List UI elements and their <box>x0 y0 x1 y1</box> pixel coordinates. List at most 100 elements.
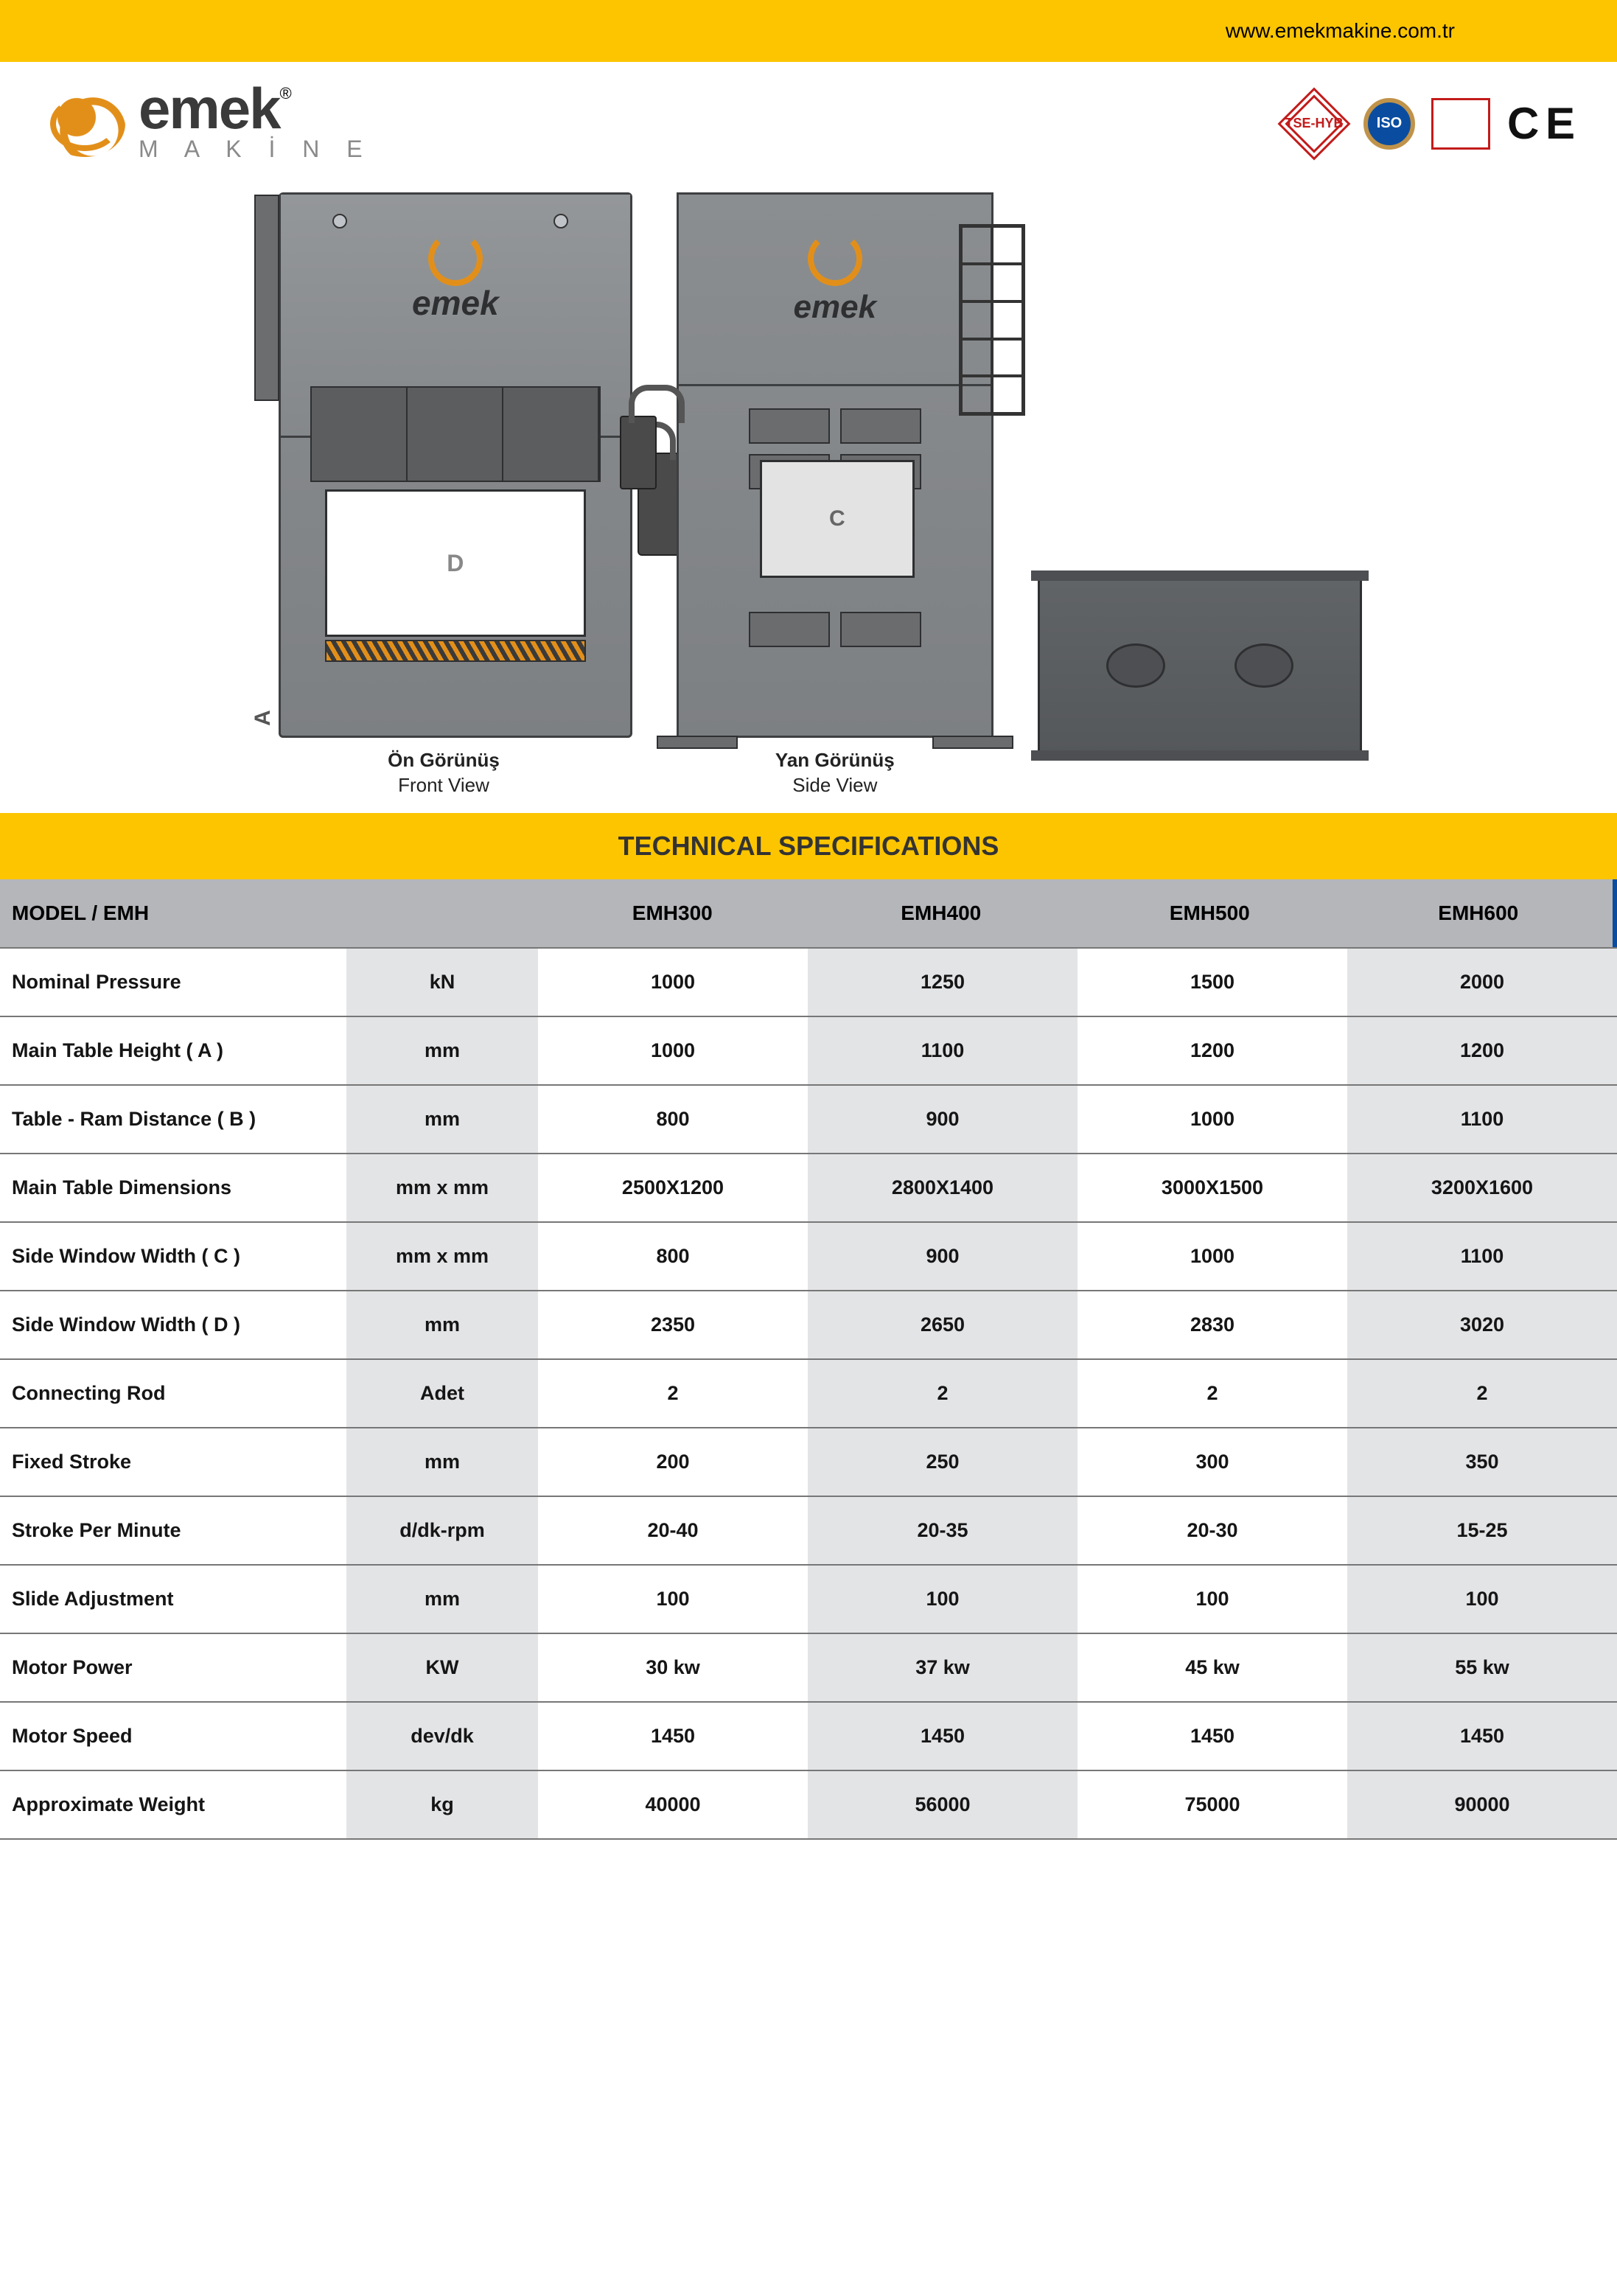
header-model-3: EMH600 <box>1344 901 1613 925</box>
spec-value: 75000 <box>1078 1770 1347 1839</box>
spec-value: 1450 <box>538 1702 808 1770</box>
table-row: Main Table Dimensionsmm x mm2500X1200280… <box>0 1154 1617 1222</box>
spec-value: 2650 <box>808 1291 1078 1359</box>
spec-unit: mm <box>346 1565 538 1633</box>
spec-label: Main Table Height ( A ) <box>0 1016 346 1085</box>
table-row: Stroke Per Minuted/dk-rpm20-4020-3520-30… <box>0 1496 1617 1565</box>
table-row: Table - Ram Distance ( B )mm800900100011… <box>0 1085 1617 1154</box>
spec-value: 2 <box>808 1359 1078 1428</box>
spec-value: 55 kw <box>1347 1633 1617 1702</box>
spec-value: 20-40 <box>538 1496 808 1565</box>
header-model-label: MODEL / EMH <box>0 901 346 925</box>
turkak-badge-icon <box>1431 98 1490 150</box>
table-row: Nominal PressurekN1000125015002000 <box>0 948 1617 1016</box>
spec-value: 37 kw <box>808 1633 1078 1702</box>
spec-unit: kg <box>346 1770 538 1839</box>
dim-d-label: D <box>325 489 586 637</box>
table-row: Approximate Weightkg40000560007500090000 <box>0 1770 1617 1839</box>
spec-unit: mm <box>346 1085 538 1154</box>
side-view-diagram: emek C <box>677 192 993 738</box>
control-pendant-icon <box>620 416 657 489</box>
registered-mark: ® <box>280 84 292 102</box>
spec-label: Stroke Per Minute <box>0 1496 346 1565</box>
spec-value: 1000 <box>538 1016 808 1085</box>
top-view-column <box>1038 577 1362 798</box>
spec-value: 20-35 <box>808 1496 1078 1565</box>
spec-value: 2500X1200 <box>538 1154 808 1222</box>
spec-value: 2800X1400 <box>808 1154 1078 1222</box>
spec-value: 20-30 <box>1078 1496 1347 1565</box>
spec-value: 45 kw <box>1078 1633 1347 1702</box>
spec-value: 1100 <box>1347 1222 1617 1291</box>
brand-subtitle: M A K İ N E <box>139 136 373 163</box>
spec-label: Table - Ram Distance ( B ) <box>0 1085 346 1154</box>
spec-value: 100 <box>1347 1565 1617 1633</box>
front-view-diagram: emek D <box>279 192 632 738</box>
table-row: Motor PowerKW30 kw37 kw45 kw55 kw <box>0 1633 1617 1702</box>
spec-label: Motor Power <box>0 1633 346 1702</box>
top-bar: www.emekmakine.com.tr <box>0 0 1617 62</box>
top-view-diagram <box>1038 577 1362 754</box>
spec-unit: mm <box>346 1428 538 1496</box>
spec-label: Nominal Pressure <box>0 948 346 1016</box>
spec-unit: mm x mm <box>346 1154 538 1222</box>
spec-value: 1000 <box>538 948 808 1016</box>
iso-badge-icon: ISO <box>1363 98 1415 150</box>
section-title: TECHNICAL SPECIFICATIONS <box>0 813 1617 879</box>
spec-value: 1200 <box>1078 1016 1347 1085</box>
tse-badge-icon: TSE-HYB <box>1281 98 1347 150</box>
spec-value: 1200 <box>1347 1016 1617 1085</box>
spec-value: 15-25 <box>1347 1496 1617 1565</box>
spec-unit: kN <box>346 948 538 1016</box>
spec-value: 2 <box>538 1359 808 1428</box>
table-row: Slide Adjustmentmm100100100100 <box>0 1565 1617 1633</box>
certifications: TSE-HYB ISO C E <box>1281 98 1573 150</box>
header-unit-blank <box>346 901 538 925</box>
views-row: B A emek D Ön Görünüş Front View <box>0 170 1617 813</box>
spec-label: Main Table Dimensions <box>0 1154 346 1222</box>
spec-value: 800 <box>538 1085 808 1154</box>
table-header-row: MODEL / EMH EMH300 EMH400 EMH500 EMH600 <box>0 879 1617 947</box>
spec-value: 40000 <box>538 1770 808 1839</box>
spec-unit: dev/dk <box>346 1702 538 1770</box>
spec-value: 2 <box>1347 1359 1617 1428</box>
swirl-icon <box>44 91 125 157</box>
spec-value: 1000 <box>1078 1085 1347 1154</box>
spec-unit: mm <box>346 1291 538 1359</box>
brand-name: emek <box>139 76 280 141</box>
header-model-0: EMH300 <box>538 901 807 925</box>
header-model-2: EMH500 <box>1075 901 1344 925</box>
side-view-column: emek C Yan Görünüş Side View <box>677 192 993 798</box>
machine-swirl-icon <box>428 231 483 286</box>
spec-value: 1500 <box>1078 948 1347 1016</box>
specs-table: Nominal PressurekN1000125015002000Main T… <box>0 947 1617 1840</box>
table-row: Main Table Height ( A )mm100011001200120… <box>0 1016 1617 1085</box>
spec-value: 2830 <box>1078 1291 1347 1359</box>
table-row: Side Window Width ( C )mm x mm8009001000… <box>0 1222 1617 1291</box>
spec-value: 350 <box>1347 1428 1617 1496</box>
front-view-caption: Ön Görünüş Front View <box>388 748 500 798</box>
dim-c-label: C <box>760 460 915 578</box>
spec-value: 90000 <box>1347 1770 1617 1839</box>
spec-value: 1450 <box>808 1702 1078 1770</box>
spec-value: 3200X1600 <box>1347 1154 1617 1222</box>
front-view-title-tr: Ön Görünüş <box>388 748 500 773</box>
spec-value: 3020 <box>1347 1291 1617 1359</box>
side-view-title-tr: Yan Görünüş <box>775 748 895 773</box>
header-model-1: EMH400 <box>807 901 1076 925</box>
spec-unit: mm <box>346 1016 538 1085</box>
machine-brand-text: emek <box>281 283 630 323</box>
spec-value: 56000 <box>808 1770 1078 1839</box>
spec-label: Side Window Width ( D ) <box>0 1291 346 1359</box>
spec-value: 1250 <box>808 948 1078 1016</box>
spec-unit: mm x mm <box>346 1222 538 1291</box>
spec-value: 3000X1500 <box>1078 1154 1347 1222</box>
spec-label: Fixed Stroke <box>0 1428 346 1496</box>
spec-value: 900 <box>808 1222 1078 1291</box>
top-url[interactable]: www.emekmakine.com.tr <box>1226 19 1455 43</box>
spec-value: 2000 <box>1347 948 1617 1016</box>
logo-text-block: emek® M A K İ N E <box>139 84 373 163</box>
spec-unit: d/dk-rpm <box>346 1496 538 1565</box>
table-row: Fixed Strokemm200250300350 <box>0 1428 1617 1496</box>
spec-value: 100 <box>1078 1565 1347 1633</box>
